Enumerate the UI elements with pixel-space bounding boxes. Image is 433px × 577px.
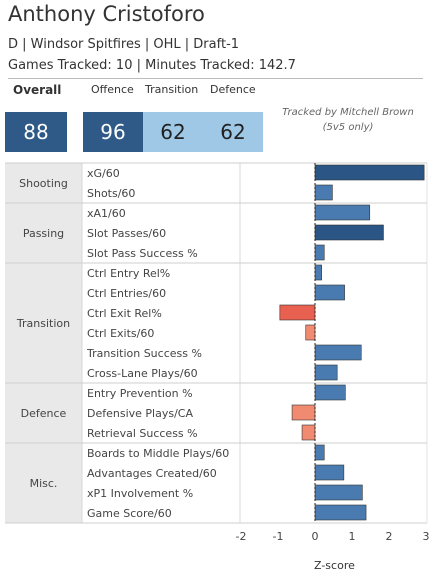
transition-rating: 62 bbox=[143, 112, 203, 152]
defence-label: Defence bbox=[210, 83, 256, 96]
overall-label: Overall bbox=[13, 83, 62, 97]
metric-label: Boards to Middle Plays/60 bbox=[87, 447, 229, 460]
group-label: Misc. bbox=[30, 477, 58, 490]
x-tick-label: 2 bbox=[386, 530, 393, 543]
metric-bar bbox=[301, 424, 316, 441]
header-divider bbox=[8, 78, 423, 79]
x-tick-label: -1 bbox=[273, 530, 284, 543]
x-tick-label: 3 bbox=[423, 530, 430, 543]
offence-rating: 96 bbox=[83, 112, 143, 152]
group-column-bg bbox=[5, 163, 82, 523]
metric-bar bbox=[314, 364, 338, 381]
metric-label: xG/60 bbox=[87, 167, 120, 180]
group-label: Shooting bbox=[19, 177, 68, 190]
metric-label: Slot Passes/60 bbox=[87, 227, 166, 240]
metric-bar bbox=[314, 204, 371, 221]
metric-bar bbox=[305, 324, 316, 341]
metric-bar bbox=[291, 404, 316, 421]
metric-label: Shots/60 bbox=[87, 187, 135, 200]
metric-bar bbox=[314, 224, 384, 241]
group-label: Transition bbox=[16, 317, 70, 330]
tracker-credit: Tracked by Mitchell Brown bbox=[282, 107, 414, 118]
metric-bar bbox=[314, 464, 345, 481]
metric-bar bbox=[314, 164, 425, 181]
x-axis-title: Z-score bbox=[314, 559, 355, 572]
metric-bar bbox=[314, 244, 325, 261]
metric-label: xP1 Involvement % bbox=[87, 487, 193, 500]
metric-bar bbox=[314, 344, 362, 361]
player-name: Anthony Cristoforo bbox=[8, 2, 205, 26]
metric-label: Transition Success % bbox=[86, 347, 202, 360]
x-tick-label: 1 bbox=[349, 530, 356, 543]
group-label: Passing bbox=[23, 227, 64, 240]
metric-label: Game Score/60 bbox=[87, 507, 172, 520]
player-info: D | Windsor Spitfires | OHL | Draft-1 bbox=[8, 37, 240, 52]
group-label: Defence bbox=[21, 407, 67, 420]
metric-label: Ctrl Entry Rel% bbox=[87, 267, 170, 280]
transition-label: Transition bbox=[145, 83, 199, 96]
metric-bar bbox=[314, 504, 367, 521]
tracker-note: Tracked by Mitchell Brown (5v5 only) bbox=[268, 105, 428, 135]
metric-bar bbox=[314, 264, 322, 281]
offence-label: Offence bbox=[91, 83, 134, 96]
metric-label: Ctrl Entries/60 bbox=[87, 287, 166, 300]
metric-label: Cross-Lane Plays/60 bbox=[87, 367, 198, 380]
metric-label: Ctrl Exits/60 bbox=[87, 327, 154, 340]
x-tick-label: 0 bbox=[312, 530, 319, 543]
metric-label: Advantages Created/60 bbox=[87, 467, 217, 480]
metric-label: Slot Pass Success % bbox=[87, 247, 198, 260]
overall-rating: 88 bbox=[5, 112, 67, 152]
metric-bar bbox=[314, 384, 346, 401]
metric-label: Entry Prevention % bbox=[87, 387, 193, 400]
metric-bar bbox=[314, 484, 363, 501]
metric-bar bbox=[314, 284, 345, 301]
metric-label: Defensive Plays/CA bbox=[87, 407, 193, 420]
metric-bar bbox=[279, 304, 316, 321]
metric-label: Retrieval Success % bbox=[87, 427, 198, 440]
metric-bar bbox=[314, 184, 333, 201]
tracking-summary: Games Tracked: 10 | Minutes Tracked: 142… bbox=[8, 58, 296, 73]
tracker-scope: (5v5 only) bbox=[322, 122, 374, 133]
metric-label: Ctrl Exit Rel% bbox=[87, 307, 162, 320]
x-tick-label: -2 bbox=[236, 530, 247, 543]
metric-label: xA1/60 bbox=[87, 207, 126, 220]
metric-bar bbox=[314, 444, 325, 461]
defence-rating: 62 bbox=[203, 112, 263, 152]
